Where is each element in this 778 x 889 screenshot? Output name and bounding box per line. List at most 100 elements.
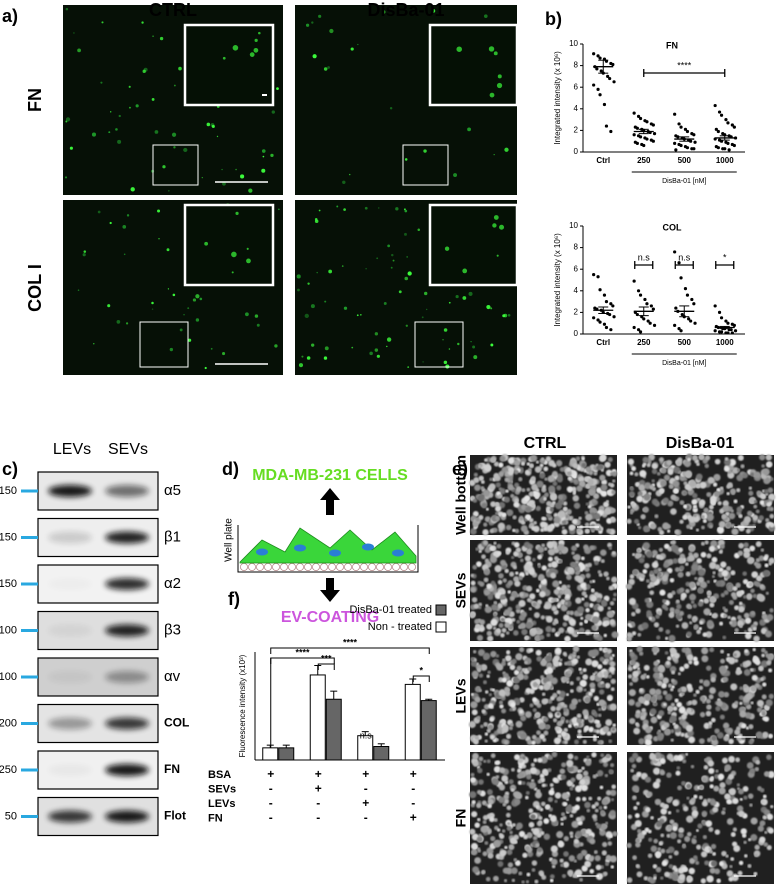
cell	[659, 802, 665, 808]
fluorescent-spot	[443, 328, 448, 332]
cell	[530, 814, 536, 820]
cell	[676, 766, 681, 770]
x-tick-label: 250	[637, 338, 651, 347]
cell	[743, 551, 751, 559]
cell	[601, 798, 609, 806]
cell	[536, 789, 541, 794]
cell	[559, 658, 563, 662]
cell	[643, 699, 650, 706]
cell	[483, 722, 488, 727]
cell	[638, 557, 645, 564]
data-point	[726, 321, 730, 325]
cell	[706, 619, 714, 627]
cell	[486, 728, 491, 733]
fluorescent-spot	[222, 56, 226, 60]
fluorescent-spot	[489, 92, 495, 98]
table-cell: -	[364, 782, 368, 796]
cell	[529, 648, 534, 653]
cell	[599, 823, 607, 831]
data-point	[713, 329, 717, 333]
cell	[718, 520, 726, 528]
fluorescent-spot	[183, 313, 185, 316]
cell	[736, 787, 740, 791]
fluorescent-spot	[312, 54, 317, 59]
cell	[702, 812, 707, 818]
chart-title: FN	[666, 40, 678, 50]
cell	[665, 660, 671, 666]
cell	[692, 492, 698, 499]
data-point	[649, 304, 653, 308]
cell	[528, 491, 534, 497]
cell	[502, 658, 506, 663]
cell	[579, 670, 584, 675]
x-tick-label: 500	[678, 156, 692, 165]
cell	[710, 676, 716, 683]
cell	[584, 620, 588, 624]
cell	[602, 841, 608, 848]
cell	[610, 517, 617, 523]
fluorescent-spot	[490, 343, 494, 347]
y-axis-label: Integrated intensity (x 10⁶)	[553, 51, 562, 145]
cell	[473, 472, 478, 477]
cell	[518, 614, 526, 621]
data-point	[689, 319, 693, 323]
y-tick-label: 4	[574, 104, 579, 113]
cell	[477, 494, 485, 502]
cell	[632, 665, 637, 670]
fluorescent-spot	[192, 298, 197, 302]
cell	[632, 752, 639, 760]
cell	[750, 701, 754, 705]
cell	[468, 720, 476, 729]
cell	[563, 707, 568, 712]
fluorescent-spot	[357, 43, 359, 46]
data-point	[632, 111, 636, 115]
ev-particle	[352, 563, 360, 571]
cell	[553, 737, 561, 745]
cell	[753, 504, 758, 509]
cell	[545, 662, 553, 669]
cell	[548, 548, 556, 556]
data-point	[638, 330, 643, 334]
cell	[711, 556, 718, 563]
cell	[744, 648, 749, 653]
ev-particle	[344, 563, 352, 571]
data-point	[727, 148, 731, 152]
cell	[732, 586, 738, 592]
cell	[470, 776, 476, 783]
cell	[476, 715, 481, 720]
cell	[643, 563, 650, 569]
cell	[737, 550, 744, 556]
cell	[491, 604, 498, 611]
cell	[514, 798, 521, 806]
cell	[670, 508, 677, 515]
cell	[578, 563, 586, 571]
cell	[636, 871, 643, 878]
cell	[535, 488, 540, 493]
cell	[748, 724, 754, 730]
cell	[627, 814, 633, 820]
cell	[478, 514, 484, 520]
cell	[763, 771, 770, 777]
ev-particle	[408, 563, 416, 571]
cell	[735, 669, 742, 676]
cell	[699, 481, 707, 489]
cell	[489, 816, 495, 823]
cell	[712, 482, 718, 487]
cell	[635, 864, 640, 868]
data-point	[632, 279, 636, 283]
cell	[666, 849, 671, 854]
cell	[514, 840, 518, 844]
cell	[519, 732, 528, 740]
marker-label: 150	[0, 531, 17, 543]
cell	[756, 593, 764, 601]
data-point	[716, 146, 720, 150]
cell	[720, 544, 725, 549]
fluorescent-spot	[157, 209, 161, 213]
cell	[496, 828, 501, 832]
cell	[540, 528, 545, 533]
cell	[478, 756, 484, 762]
cell	[561, 528, 568, 535]
data-point	[598, 288, 602, 292]
cell	[515, 653, 523, 661]
